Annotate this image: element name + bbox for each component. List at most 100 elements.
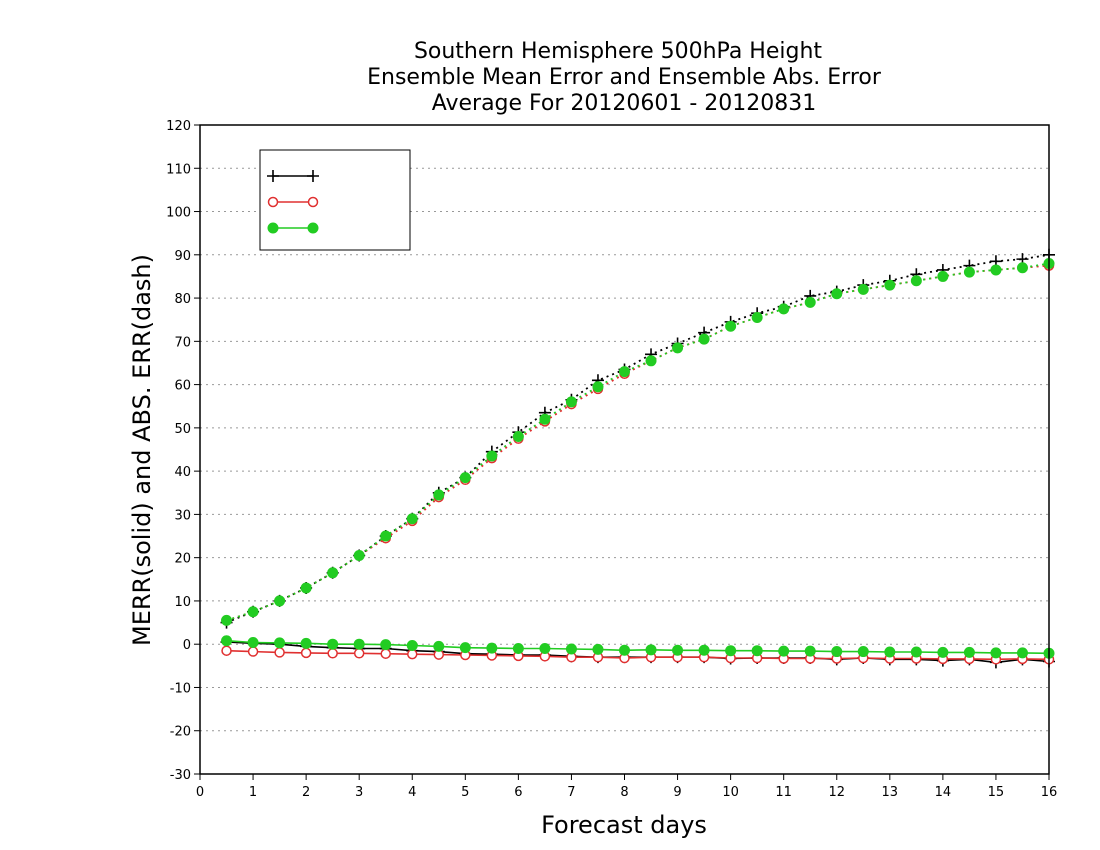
title-line-2: Ensemble Mean Error and Ensemble Abs. Er… <box>367 65 882 90</box>
mean-error-point <box>937 646 949 658</box>
abs-error-point <box>300 582 312 594</box>
abs-error-point <box>433 489 445 501</box>
mean-error-point <box>221 635 233 647</box>
mean-error-point <box>407 648 418 660</box>
abs-error-point <box>804 296 816 308</box>
series-2 <box>221 260 1055 665</box>
x-tick-label: 1 <box>249 785 257 800</box>
abs-error-point <box>565 396 577 408</box>
x-tick-label: 2 <box>302 785 310 800</box>
legend-item <box>267 196 319 208</box>
legend-marker <box>267 222 279 234</box>
title-line-1: Southern Hemisphere 500hPa Height <box>414 39 822 64</box>
x-axis-label: Forecast days <box>541 811 707 839</box>
mean-error-point <box>778 645 790 657</box>
legend-marker <box>267 170 279 182</box>
mean-error-point <box>353 648 365 659</box>
legend-item <box>267 222 319 234</box>
abs-error-point <box>698 333 710 345</box>
abs-error-point <box>486 450 498 462</box>
mean-error-point <box>247 646 259 657</box>
mean-error-point <box>433 640 445 652</box>
mean-error-point <box>592 643 604 655</box>
mean-error-point <box>486 642 498 654</box>
y-tick-label: -30 <box>170 768 191 783</box>
abs-error-point <box>221 614 233 626</box>
mean-error-point <box>380 648 391 659</box>
x-tick-label: 13 <box>882 785 899 800</box>
legend <box>259 149 411 251</box>
mean-error-point <box>698 644 710 656</box>
mean-error-point <box>963 646 975 658</box>
abs-error-point <box>592 381 604 393</box>
mean-error-point <box>725 645 737 657</box>
mean-error-point <box>221 645 232 656</box>
abs-error-point <box>884 279 896 291</box>
mean-error-point <box>247 636 259 648</box>
abs-error-point <box>990 264 1002 276</box>
mean-error-point <box>512 643 524 655</box>
y-tick-label: 60 <box>174 379 191 394</box>
y-tick-label: 10 <box>174 595 191 610</box>
abs-error-point <box>353 550 365 562</box>
mean-error-line <box>226 639 1050 655</box>
mean-error-point <box>353 638 365 650</box>
chart-title: Southern Hemisphere 500hPa Height Ensemb… <box>367 39 882 116</box>
abs-error-point <box>937 270 949 282</box>
abs-error-point <box>274 595 286 607</box>
abs-error-point <box>380 530 392 542</box>
x-tick-label: 8 <box>620 785 628 800</box>
abs-error-point <box>539 413 551 425</box>
x-tick-label: 10 <box>722 785 739 800</box>
mean-error-point <box>327 638 339 650</box>
x-tick-label: 4 <box>408 785 416 800</box>
y-tick-label: 100 <box>166 206 191 221</box>
y-tick-label: 0 <box>183 638 191 653</box>
mean-error-point <box>274 647 285 658</box>
abs-error-line <box>226 262 1050 622</box>
abs-error-point <box>963 266 975 278</box>
mean-error-point <box>327 648 338 659</box>
legend-marker <box>307 222 319 234</box>
y-tick-label: 120 <box>166 119 191 134</box>
legend-marker <box>267 196 279 208</box>
mean-error-point <box>565 643 577 655</box>
y-tick-label: 40 <box>174 465 191 480</box>
series-1 <box>220 248 1055 669</box>
x-tick-label: 5 <box>461 785 469 800</box>
mean-error-point <box>990 647 1002 659</box>
x-tick-label: 9 <box>673 785 681 800</box>
abs-error-line <box>226 264 1050 622</box>
mean-error-point <box>300 637 312 649</box>
x-tick-label: 12 <box>828 785 845 800</box>
abs-error-point <box>725 320 737 332</box>
title-line-3: Average For 20120601 - 20120831 <box>432 91 817 116</box>
y-tick-label: 50 <box>174 422 191 437</box>
y-tick-label: -10 <box>170 681 191 696</box>
y-tick-label: 90 <box>174 249 191 264</box>
mean-error-point <box>884 646 896 658</box>
legend-marker <box>307 170 319 182</box>
abs-error-point <box>751 312 763 324</box>
legend-box <box>259 149 411 251</box>
x-axis-ticks: 0 1 2 3 4 5 6 7 8 9 10 11 12 13 14 15 16 <box>196 774 1057 800</box>
abs-error-point <box>831 288 843 300</box>
x-tick-label: 14 <box>935 785 952 800</box>
mean-error-point <box>672 644 684 656</box>
mean-error-point <box>274 637 286 649</box>
abs-error-point <box>910 275 922 287</box>
mean-error-point <box>1016 647 1028 659</box>
mean-error-point <box>645 644 657 656</box>
y-axis-ticks: -30 -20 -10 0 10 20 30 40 50 60 70 80 90 100 110 120 <box>166 119 200 783</box>
mean-error-point <box>459 642 471 654</box>
mean-error-point <box>619 644 630 656</box>
mean-error-point <box>539 643 551 655</box>
mean-error-point <box>380 639 392 651</box>
x-tick-label: 0 <box>196 785 204 800</box>
y-tick-label: 30 <box>174 508 191 523</box>
x-tick-label: 16 <box>1041 785 1058 800</box>
y-tick-label: 70 <box>174 335 191 350</box>
mean-error-point <box>300 647 312 659</box>
x-tick-label: 3 <box>355 785 363 800</box>
y-tick-label: -20 <box>170 725 191 740</box>
